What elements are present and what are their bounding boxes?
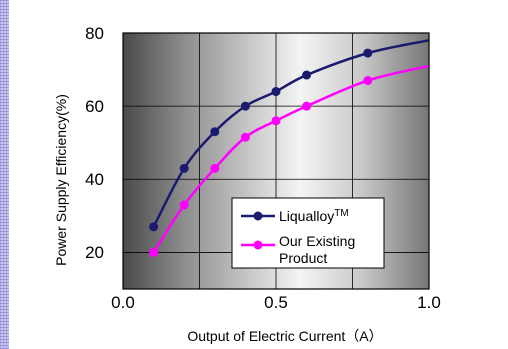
legend-box [231,197,385,269]
y-tick-label-20: 20 [85,243,104,262]
plot-frame [122,32,430,290]
y-tick-label-40: 40 [85,170,104,189]
series-0-point [302,70,312,80]
series-1-point [363,76,373,86]
x-tick-label-0.5: 0.5 [264,293,288,312]
series-0-point [179,163,189,173]
series-0-point [240,101,250,111]
series-1-point [271,116,281,126]
series-0-point [210,127,220,137]
series-1-point [179,200,189,210]
x-axis-title: Output of Electric Current（A） [187,328,382,344]
series-1-point [149,247,159,257]
series-0-point [271,87,281,97]
x-tick-label-1.0: 1.0 [417,293,441,312]
series-1-point [302,101,312,111]
series-0-point [363,48,373,58]
series-markers [149,48,373,257]
legend-label-existing-line2: Product [279,250,327,266]
y-tick-label-60: 60 [85,97,104,116]
legend-label-liqualloy-tm: TM [334,208,348,219]
series-1-point [240,132,250,142]
legend-marker-liqualloy [253,211,263,221]
legend-label-liqualloy: LiqualloyTM [279,208,349,224]
legend-marker-existing [253,240,263,250]
x-tick-label-0.0: 0.0 [111,293,135,312]
series-0-point [149,222,159,232]
series-line-1 [152,64,430,254]
legend-label-liqualloy-name: Liqualloy [279,208,334,224]
legend-label-existing-line1: Our Existing [279,233,355,249]
legend: LiqualloyTM Our Existing Product [231,197,385,269]
y-axis-title: Power Supply Efficiency(%) [53,94,69,266]
series-1-point [210,163,220,173]
left-decorative-stripe [0,0,9,349]
y-tick-label-80: 80 [85,24,104,43]
